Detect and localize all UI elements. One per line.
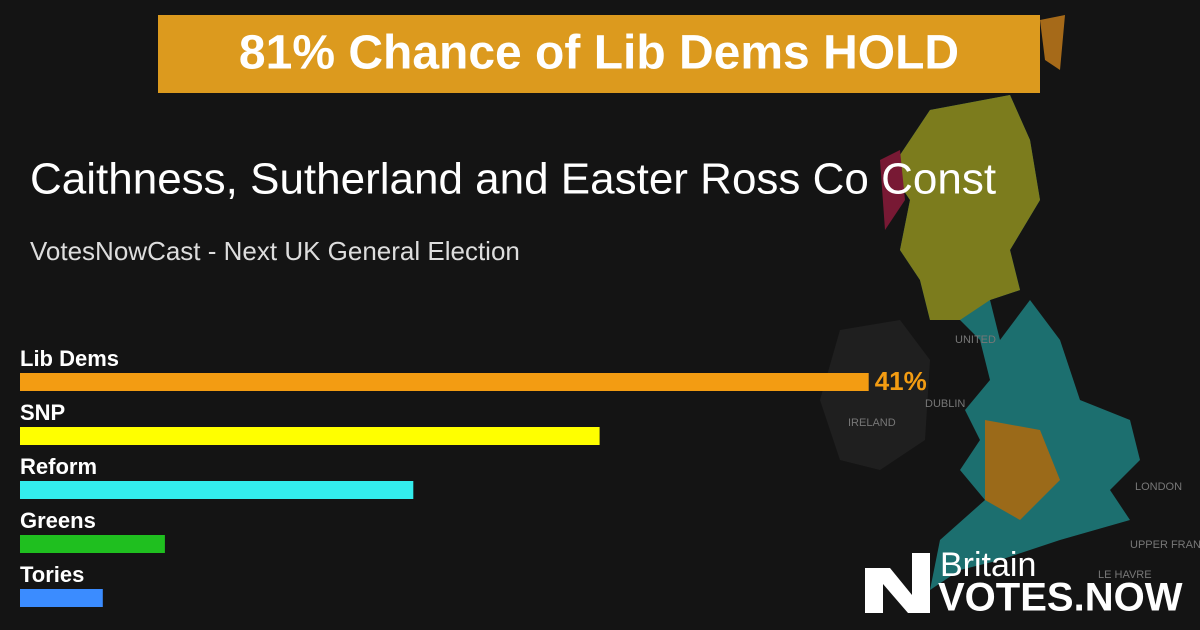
bar — [20, 427, 600, 445]
map-label: LONDON — [1135, 481, 1182, 493]
map-scotland — [890, 95, 1040, 320]
map — [820, 15, 1140, 590]
logo: Britain VOTES.NOW — [865, 546, 1183, 620]
bar — [20, 589, 103, 607]
chart-title: Caithness, Sutherland and Easter Ross Co… — [30, 155, 996, 204]
map-region — [1040, 15, 1065, 70]
brand-line1: Britain — [940, 546, 1036, 584]
headline-box — [158, 15, 1040, 93]
bar-label: SNP — [20, 400, 65, 425]
value-label: 41% — [875, 366, 927, 396]
map-label: LE HAVRE — [1098, 569, 1152, 581]
map-label: UPPER FRANCE — [1130, 539, 1200, 551]
brand-line2: VOTES.NOW — [938, 576, 1183, 620]
logo-icon — [865, 553, 930, 613]
headline: 81% Chance of Lib Dems HOLD — [239, 27, 959, 80]
bar-label: Reform — [20, 454, 97, 479]
map-region — [985, 420, 1060, 520]
map-labels: UNITED DUBLIN IRELAND LONDON UPPER FRANCE LE … — [848, 334, 1200, 581]
bar — [20, 481, 414, 499]
map-label: UNITED — [955, 334, 996, 346]
map-label: IRELAND — [848, 417, 896, 429]
bar-label: Greens — [20, 508, 96, 533]
bar-label: Tories — [20, 562, 84, 587]
map-ireland — [820, 320, 930, 470]
bar-label: Lib Dems — [20, 346, 119, 371]
subtitle: VotesNowCast - Next UK General Election — [30, 236, 520, 266]
map-label: DUBLIN — [925, 398, 965, 410]
bar — [20, 373, 869, 391]
bar — [20, 535, 165, 553]
map-region — [880, 150, 905, 230]
